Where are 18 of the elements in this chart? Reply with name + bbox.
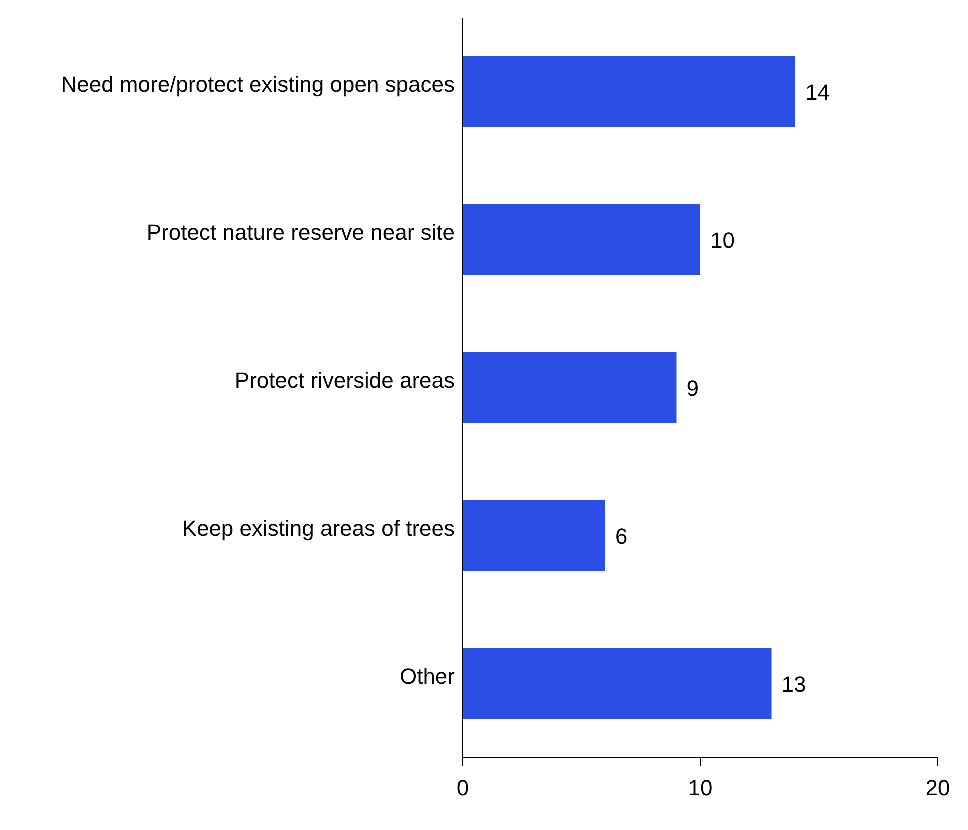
data-label: 6 — [616, 524, 628, 549]
bar — [463, 648, 772, 720]
y-tick-label: Keep existing areas of trees — [182, 516, 455, 541]
x-tick-label: 20 — [926, 776, 950, 801]
data-label: 9 — [686, 376, 699, 401]
y-tick-label: Protect nature reserve near site — [146, 220, 455, 245]
y-tick-label: Other — [400, 664, 455, 689]
bar — [463, 352, 677, 424]
y-tick-label: Protect riverside areas — [234, 368, 455, 393]
data-label: 14 — [806, 80, 830, 105]
data-label: 13 — [782, 672, 806, 697]
bar — [463, 204, 700, 276]
x-tick-label: 10 — [688, 776, 713, 801]
bar — [463, 56, 796, 128]
y-tick-label: Need more/protect existing open spaces — [61, 72, 455, 97]
bar — [463, 500, 606, 572]
data-label: 10 — [710, 228, 735, 253]
x-tick-label: 0 — [456, 776, 470, 801]
